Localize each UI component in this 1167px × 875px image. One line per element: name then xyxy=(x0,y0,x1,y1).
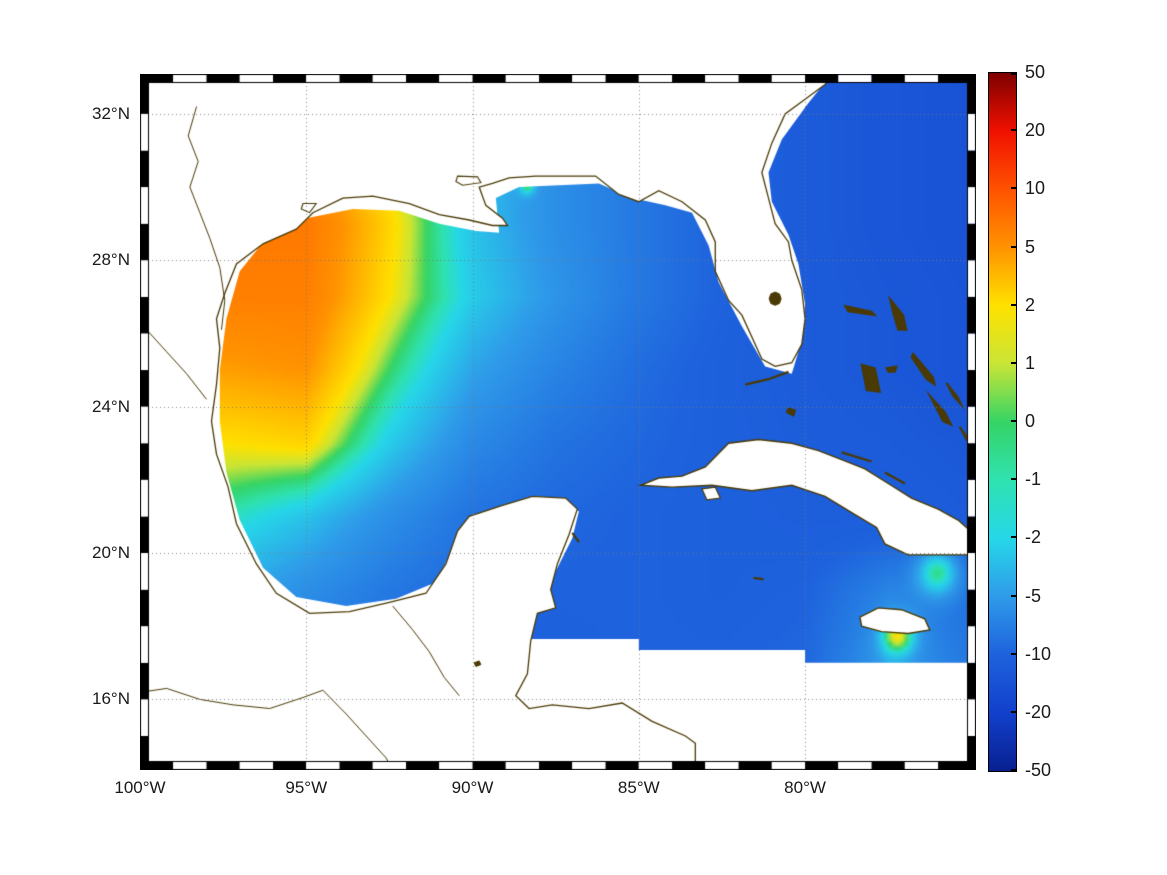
colorbar-tick-label: -20 xyxy=(1025,701,1052,722)
lat-tick-label: 24°N xyxy=(92,396,130,416)
colorbar-tick-label: 2 xyxy=(1025,294,1036,315)
colorbar xyxy=(988,72,1017,772)
colorbar-tick-mark xyxy=(1011,303,1016,306)
colorbar-tick-mark xyxy=(1011,187,1016,190)
colorbar-tick-label: 10 xyxy=(1025,178,1046,199)
lon-tick-label: 80°W xyxy=(784,778,826,797)
colorbar-tick-mark xyxy=(1011,245,1016,248)
colorbar-tick-mark xyxy=(1011,73,1016,75)
lon-tick-label: 85°W xyxy=(617,778,660,797)
lat-tick-label: 32°N xyxy=(92,103,130,123)
colorbar-tick-label: -10 xyxy=(1025,643,1052,664)
map-plot xyxy=(140,74,976,770)
colorbar-tick-label: -5 xyxy=(1025,585,1042,606)
colorbar-tick-label: -2 xyxy=(1025,527,1042,548)
colorbar-tick-mark xyxy=(1011,420,1016,422)
lon-tick-label: 100°W xyxy=(114,778,166,797)
colorbar-tick-mark xyxy=(1011,594,1016,597)
colorbar-tick-mark xyxy=(1011,536,1016,539)
colorbar-tick-mark xyxy=(1011,478,1016,481)
colorbar-tick-mark xyxy=(1011,710,1016,713)
colorbar-tick-label: 20 xyxy=(1025,120,1046,141)
colorbar-tick-mark xyxy=(1011,129,1016,132)
colorbar-tick-label: 1 xyxy=(1025,352,1036,373)
colorbar-tick-mark xyxy=(1011,361,1016,364)
colorbar-tick-label: -50 xyxy=(1025,760,1052,780)
colorbar-tick-label: -1 xyxy=(1025,469,1042,490)
colorbar-tick-label: 0 xyxy=(1025,411,1036,431)
colorbar-tick-label: 5 xyxy=(1025,236,1036,257)
colorbar-tick-label: 50 xyxy=(1025,62,1046,82)
colorbar-tick-mark xyxy=(1011,652,1016,655)
lat-tick-label: 28°N xyxy=(92,250,130,270)
lon-tick-label: 95°W xyxy=(285,778,328,797)
lat-tick-label: 16°N xyxy=(92,689,130,709)
lat-tick-label: 20°N xyxy=(92,543,130,562)
lon-tick-label: 90°W xyxy=(451,778,494,797)
colorbar-tick-mark xyxy=(1011,769,1016,771)
